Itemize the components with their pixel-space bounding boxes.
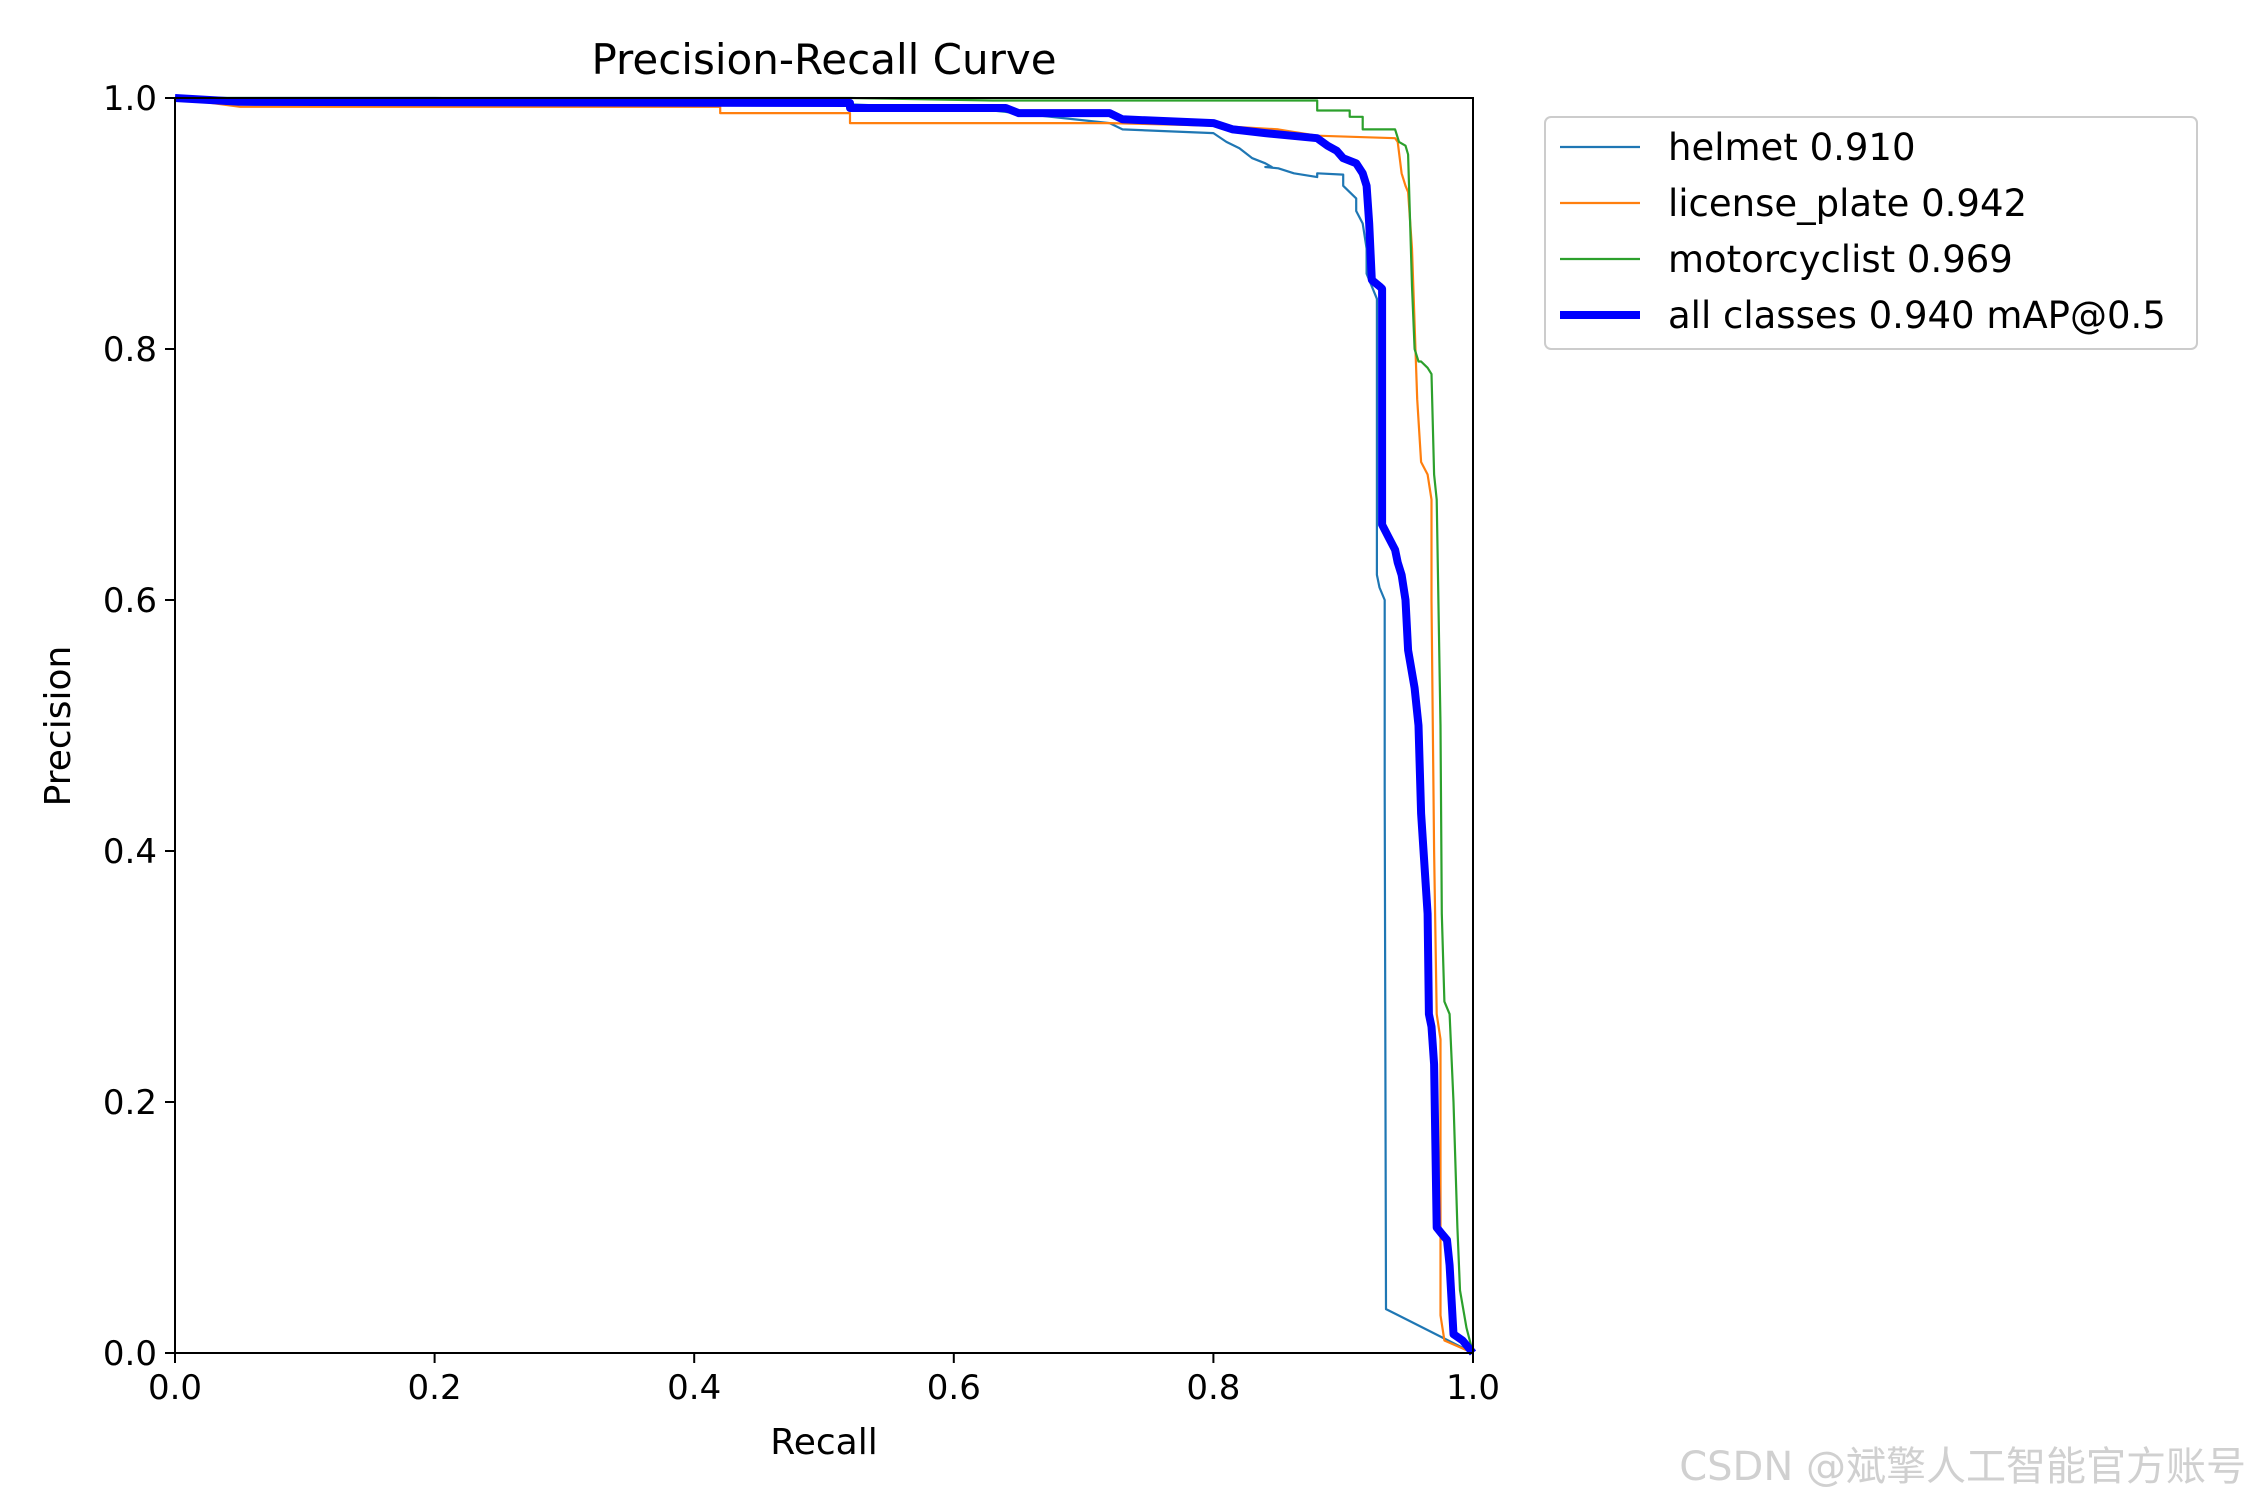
legend: helmet 0.910 license_plate 0.942 motorcycl…: [1544, 116, 2198, 350]
x-tick-label: 0.0: [148, 1368, 202, 1408]
plot-area: [174, 94, 1477, 1356]
y-tick-label: 1.0: [103, 79, 157, 119]
x-tick-label: 1.0: [1446, 1368, 1500, 1408]
watermark-text: CSDN @斌擎人工智能官方账号: [1679, 1444, 2246, 1490]
x-tick-label: 0.2: [408, 1368, 462, 1408]
y-tick-label: 0.4: [103, 832, 157, 872]
y-tick-label: 0.2: [103, 1083, 157, 1123]
y-tick-label: 0.8: [103, 330, 157, 370]
plot-frame: [174, 97, 1474, 1354]
series-line-0: [175, 96, 1474, 1354]
chart-title: Precision-Recall Curve: [591, 35, 1056, 84]
legend-frame: [1544, 116, 2198, 350]
x-tick-label: 0.4: [667, 1368, 721, 1408]
series-line-3: [174, 94, 1477, 1356]
series-line-1: [174, 96, 1474, 1355]
legend-label-3: all classes 0.940 mAP@0.5: [1668, 294, 2166, 337]
series-line-2: [175, 96, 1475, 1354]
y-tick-label: 0.0: [103, 1334, 157, 1374]
x-axis-label: Recall: [770, 1422, 877, 1463]
y-axis-ticks: 0.0 0.2 0.4 0.6 0.8 1.0: [103, 79, 175, 1374]
y-axis-label: Precision: [38, 646, 79, 807]
y-tick-label: 0.6: [103, 581, 157, 621]
x-axis-ticks: 0.0 0.2 0.4 0.6 0.8 1.0: [148, 1353, 1500, 1408]
x-tick-label: 0.6: [927, 1368, 981, 1408]
x-tick-label: 0.8: [1186, 1368, 1240, 1408]
legend-label-1: license_plate 0.942: [1668, 182, 2027, 225]
legend-label-2: motorcyclist 0.969: [1668, 238, 2013, 281]
legend-label-0: helmet 0.910: [1668, 126, 1916, 169]
